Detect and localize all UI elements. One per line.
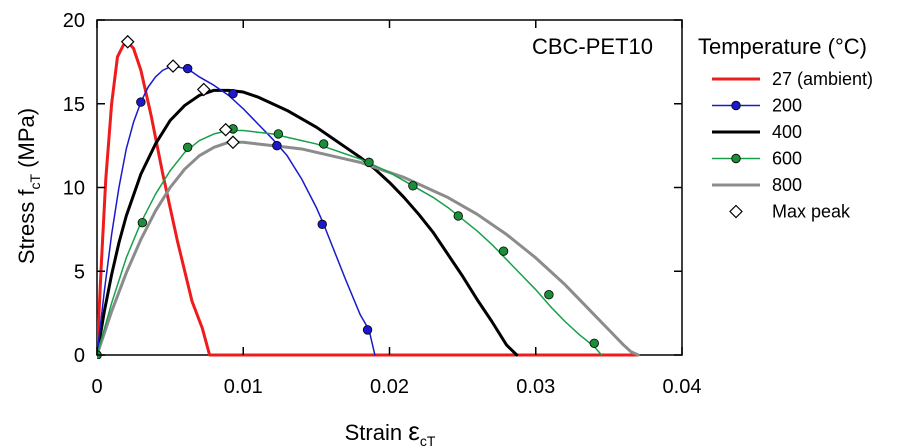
y-tick-label: 5 — [74, 261, 85, 283]
max-peak-point — [218, 122, 233, 137]
max-peak-point — [166, 59, 180, 73]
max-peak-markers — [120, 34, 240, 150]
legend-item-600: 600 — [712, 149, 802, 169]
series-layer — [97, 40, 640, 359]
series-point-200 — [182, 63, 193, 74]
legend-label: 200 — [772, 96, 802, 116]
series-point-600 — [544, 290, 554, 300]
legend-item-800: 800 — [712, 175, 802, 195]
legend-marker — [731, 153, 741, 164]
max-peak-point — [226, 135, 240, 150]
x-axis-title-symbol: ε — [408, 416, 420, 446]
series-line-200 — [97, 66, 376, 356]
legend-item-max-peak: Max peak — [729, 202, 851, 222]
series-line-27 — [97, 40, 640, 357]
series-point-200 — [317, 219, 327, 230]
y-axis-title-main: Stress f — [14, 189, 39, 264]
legend-label: 27 (ambient) — [772, 69, 873, 89]
series-point-600 — [364, 157, 374, 168]
max-peak-point — [120, 34, 135, 49]
series-line-600 — [97, 129, 603, 356]
x-tick-label: 0.01 — [224, 376, 263, 398]
x-tick-label: 0.02 — [370, 376, 409, 398]
legend-item-400: 400 — [712, 122, 802, 142]
x-tick-label: 0.03 — [516, 376, 555, 398]
x-axis-ticks: 0 0.01 0.02 0.03 0.04 — [91, 20, 701, 398]
legend-label: 400 — [772, 122, 802, 142]
max-peak-point — [196, 82, 211, 97]
x-axis-title-main: Strain — [345, 420, 409, 445]
series-point-200 — [272, 140, 282, 151]
y-tick-label: 0 — [74, 345, 85, 367]
y-tick-label: 10 — [63, 178, 85, 200]
series-point-600 — [408, 181, 418, 191]
series-point-200 — [362, 325, 373, 335]
y-tick-label: 15 — [63, 94, 85, 116]
y-axis-title: Stress fcT (MPa) — [14, 108, 43, 264]
legend-items: 27 (ambient) 200 400 600 800 Max peak — [712, 69, 873, 222]
legend-label: 600 — [772, 149, 802, 169]
series-point-600 — [273, 129, 284, 139]
series-point-600 — [589, 338, 599, 348]
legend-title: Temperature (°C) — [698, 34, 867, 59]
chart-annotation: CBC-PET10 — [532, 34, 653, 59]
series-point-600 — [498, 246, 509, 256]
x-tick-label: 0.04 — [663, 376, 702, 398]
y-tick-label: 20 — [63, 10, 85, 32]
series-point-600 — [318, 139, 329, 149]
legend-item-27: 27 (ambient) — [712, 69, 873, 89]
series-point-200 — [228, 88, 238, 99]
series-point-600 — [137, 217, 148, 228]
legend-item-200: 200 — [712, 96, 802, 116]
legend-label: 800 — [772, 175, 802, 195]
series-point-600 — [182, 142, 193, 153]
y-axis-ticks: 0 5 10 15 20 — [63, 10, 682, 367]
x-axis-title: Strain εcT — [345, 416, 436, 448]
x-tick-label: 0 — [91, 376, 102, 398]
x-axis-title-subscript: cT — [420, 433, 436, 448]
legend-marker — [731, 100, 741, 111]
y-axis-title-subscript: cT — [27, 173, 43, 189]
series-point-200 — [136, 97, 146, 107]
legend-label: Max peak — [772, 202, 851, 222]
legend: Temperature (°C) 27 (ambient) 200 400 600 80… — [698, 34, 873, 222]
series-line-400 — [97, 88, 519, 357]
series-point-600 — [453, 211, 463, 221]
legend-marker — [729, 204, 743, 219]
y-axis-title-unit: (MPa) — [14, 108, 39, 174]
